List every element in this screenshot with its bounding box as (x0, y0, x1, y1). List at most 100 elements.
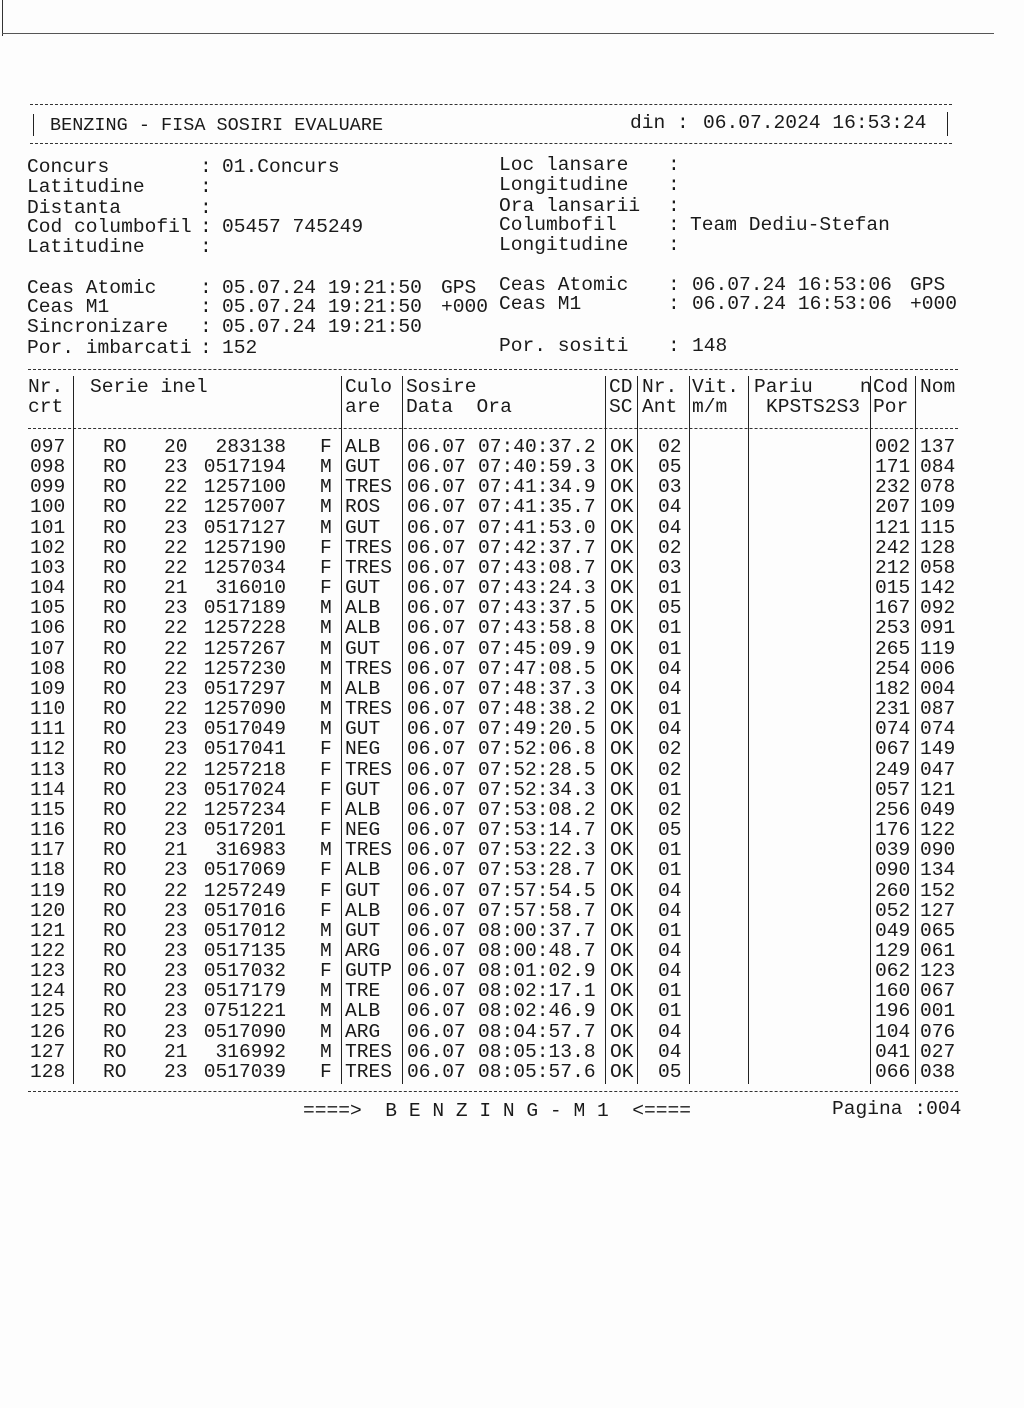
table-bottom-rule (28, 1091, 958, 1092)
cell-year: 22 (164, 879, 188, 902)
cell-ring-number: 316010 (215, 577, 286, 600)
cell-country: RO (103, 1020, 127, 1043)
cell-country: RO (103, 597, 127, 620)
cell-ring-number: 1257267 (203, 637, 286, 660)
cell-sex: M (320, 617, 332, 640)
cell-nr: 105 (30, 597, 66, 620)
cell-year: 22 (164, 496, 188, 519)
cell-ring-number: 1257230 (203, 657, 286, 680)
column-divider (870, 376, 871, 1084)
cell-cd-sc: OK (610, 496, 634, 519)
cell-date: 06.07 (407, 536, 466, 559)
cell-sex: M (320, 456, 332, 479)
cell-country: RO (103, 940, 127, 962)
cell-ring-number: 0517069 (203, 859, 286, 882)
column-divider (915, 376, 916, 1084)
cell-year: 22 (164, 698, 188, 721)
cell-nr-ant: 05 (658, 1060, 682, 1083)
cell-cod-por: 249 (875, 758, 911, 781)
cell-nr-ant: 04 (658, 1040, 682, 1063)
cell-date: 06.07 (407, 859, 466, 882)
cell-time: 07:53:28.7 (478, 859, 596, 882)
info-label: Latitudine (27, 236, 145, 258)
cell-year: 22 (164, 657, 188, 680)
cell-cd-sc: OK (610, 536, 634, 559)
cell-country: RO (103, 778, 127, 801)
cell-nr: 106 (30, 617, 66, 640)
cell-nr-ant: 03 (658, 556, 682, 579)
cell-ring-number: 1257234 (203, 798, 286, 821)
cell-nr-ant: 02 (658, 798, 682, 821)
info-colon: : (668, 214, 680, 236)
cell-time: 08:00:48.7 (478, 940, 596, 962)
clock-label: Por. imbarcati (27, 337, 192, 359)
header-nr: Nr. (28, 376, 64, 398)
cell-ring-number: 0517189 (203, 597, 286, 620)
info-value: Team Dediu-Stefan (690, 214, 890, 236)
cell-date: 06.07 (407, 738, 466, 761)
cell-nr-ant: 02 (658, 738, 682, 761)
info-colon: : (668, 195, 680, 217)
cell-cod-por: 182 (875, 677, 911, 700)
clock-value: 06.07.24 16:53:06 (692, 274, 892, 296)
cell-country: RO (103, 839, 127, 862)
cell-time: 07:40:37.2 (478, 436, 596, 458)
cell-year: 21 (164, 577, 188, 600)
cell-sex: M (320, 637, 332, 660)
cell-ring-number: 1257100 (203, 476, 286, 499)
cell-sex: M (320, 919, 332, 942)
cell-cd-sc: OK (610, 1020, 634, 1043)
cell-nr-ant: 01 (658, 617, 682, 640)
cell-cod-por: 160 (875, 980, 911, 1003)
cell-nom: 076 (920, 1020, 956, 1043)
cell-nom: 090 (920, 839, 956, 862)
cell-nr: 117 (30, 839, 66, 862)
cell-nr-ant: 01 (658, 577, 682, 600)
column-divider (402, 376, 403, 1084)
cell-nom: 065 (920, 919, 956, 942)
cell-date: 06.07 (407, 1060, 466, 1083)
cell-color: GUT (345, 919, 381, 942)
cell-cd-sc: OK (610, 778, 634, 801)
report-title: BENZING - FISA SOSIRI EVALUARE (50, 115, 384, 136)
cell-date: 06.07 (407, 919, 466, 942)
cell-date: 06.07 (407, 496, 466, 519)
cell-date: 06.07 (407, 436, 466, 458)
cell-nr-ant: 01 (658, 1000, 682, 1023)
cell-year: 22 (164, 758, 188, 781)
header-serie: Serie inel (90, 376, 208, 398)
cell-nom: 049 (920, 798, 956, 821)
cell-color: TRES (345, 536, 393, 559)
cell-sex: F (320, 798, 332, 821)
cell-time: 07:48:37.3 (478, 677, 596, 700)
cell-cod-por: 067 (875, 738, 911, 761)
cell-cod-por: 260 (875, 879, 911, 902)
cell-cd-sc: OK (610, 819, 634, 842)
cell-nr-ant: 01 (658, 980, 682, 1003)
cell-sex: F (320, 819, 332, 842)
cell-nr-ant: 04 (658, 960, 682, 983)
clock-colon: : (200, 277, 212, 299)
cell-nr-ant: 05 (658, 456, 682, 479)
report-date-label: din : (630, 112, 689, 134)
cell-time: 07:48:38.2 (478, 698, 596, 721)
cell-color: GUT (345, 456, 381, 479)
cell-nom: 115 (920, 516, 956, 539)
cell-ring-number: 0517032 (203, 960, 286, 983)
cell-nr-ant: 04 (658, 940, 682, 962)
cell-nr: 123 (30, 960, 66, 983)
cell-cod-por: 062 (875, 960, 911, 983)
cell-nr: 126 (30, 1020, 66, 1043)
cell-year: 23 (164, 597, 188, 620)
clock-colon: : (200, 296, 212, 318)
clock-label: Ceas Atomic (499, 274, 629, 296)
cell-color: TRES (345, 556, 393, 579)
cell-cd-sc: OK (610, 698, 634, 721)
clock-value: 05.07.24 19:21:50 (222, 316, 422, 338)
info-colon: : (668, 154, 680, 176)
cell-ring-number: 0517049 (203, 718, 286, 741)
cell-country: RO (103, 577, 127, 600)
cell-country: RO (103, 819, 127, 842)
cell-color: ALB (345, 859, 381, 882)
cell-time: 08:04:57.7 (478, 1020, 596, 1043)
